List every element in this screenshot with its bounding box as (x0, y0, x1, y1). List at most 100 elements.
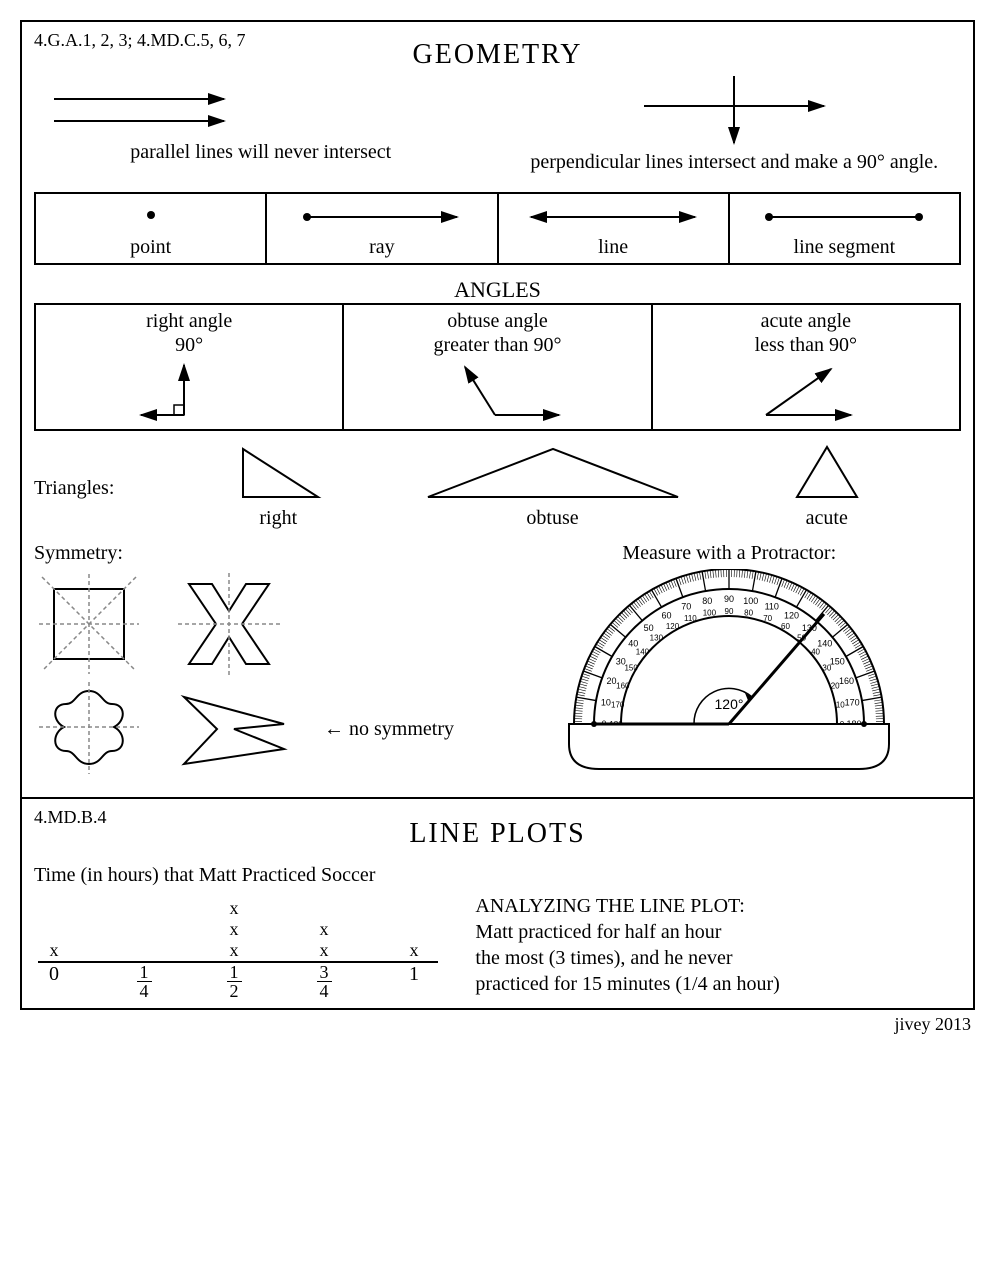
obtuse-angle-title: obtuse angle (348, 309, 646, 333)
obtuse-angle-cell: obtuse angle greater than 90° (344, 305, 652, 429)
svg-text:20: 20 (831, 681, 840, 690)
svg-text:130: 130 (650, 633, 664, 642)
lineplot-column: x (44, 940, 64, 961)
triangles-label: Triangles: (34, 477, 144, 530)
svg-text:90: 90 (724, 594, 734, 604)
perpendicular-block: perpendicular lines intersect and make a… (508, 81, 962, 174)
lineplot-plot-title: Time (in hours) that Matt Practiced Socc… (34, 864, 961, 887)
primitives-row: point ray line (34, 192, 961, 265)
acute-angle-icon (726, 357, 886, 425)
protractor-block: Measure with a Protractor: 0180101702016… (498, 542, 962, 789)
line-label: line (503, 236, 724, 259)
svg-text:80: 80 (703, 596, 713, 606)
svg-text:170: 170 (611, 700, 625, 709)
lineplot-tick: 14 (134, 963, 154, 1000)
svg-text:110: 110 (765, 602, 779, 612)
acute-triangle-cell: acute (693, 437, 962, 530)
ray-label: ray (271, 236, 492, 259)
symmetry-protractor-row: Symmetry: (34, 542, 961, 789)
point-icon (61, 200, 241, 234)
line-icon (513, 200, 713, 234)
right-angle-cell: right angle 90° (36, 305, 344, 429)
svg-text:70: 70 (763, 614, 772, 623)
obtuse-triangle-label: obtuse (413, 507, 693, 530)
square-symmetry-icon (34, 569, 144, 679)
analysis-title: ANALYZING THE LINE PLOT: (475, 893, 961, 919)
svg-text:100: 100 (703, 609, 717, 618)
lineplot-column: xx (314, 919, 334, 961)
segment-label: line segment (734, 236, 955, 259)
right-triangle-icon (218, 437, 338, 507)
segment-cell: line segment (730, 194, 959, 263)
perpendicular-caption: perpendicular lines intersect and make a… (508, 151, 962, 174)
perpendicular-lines-icon (624, 71, 844, 151)
svg-text:160: 160 (839, 676, 854, 686)
svg-text:120: 120 (666, 622, 680, 631)
svg-text:120: 120 (784, 611, 799, 621)
svg-text:70: 70 (681, 602, 691, 612)
point-cell: point (36, 194, 267, 263)
angles-row: right angle 90° obtuse angle greater tha… (34, 303, 961, 431)
obtuse-angle-sub: greater than 90° (348, 333, 646, 357)
parallel-caption: parallel lines will never intersect (34, 141, 488, 164)
angles-title: ANGLES (34, 277, 961, 303)
svg-text:160: 160 (616, 681, 630, 690)
acute-angle-sub: less than 90° (657, 333, 955, 357)
svg-text:10: 10 (601, 697, 611, 707)
right-triangle-cell: right (144, 437, 413, 530)
protractor-label: Measure with a Protractor: (498, 542, 962, 565)
footer-credit: jivey 2013 (16, 1010, 979, 1039)
geometry-section: 4.G.A.1, 2, 3; 4.MD.C.5, 6, 7 GEOMETRY p… (22, 22, 973, 797)
worksheet-page: 4.G.A.1, 2, 3; 4.MD.C.5, 6, 7 GEOMETRY p… (20, 20, 975, 1010)
symmetry-label: Symmetry: (34, 542, 498, 565)
right-triangle-label: right (144, 507, 413, 530)
lineplot-tick: 0 (44, 963, 64, 1000)
flower-symmetry-icon (34, 679, 144, 779)
svg-text:10: 10 (836, 700, 845, 709)
arrow-no-symmetry-icon (169, 679, 299, 779)
segment-icon (744, 200, 944, 234)
lineplot-column: xxx (224, 898, 244, 961)
lineplot-column: x (404, 940, 424, 961)
protractor-angle-value: 120° (715, 696, 744, 712)
svg-text:170: 170 (845, 697, 860, 707)
analysis-line3: practiced for 15 minutes (1/4 an hour) (475, 971, 961, 997)
parallel-lines-icon (34, 81, 254, 141)
analysis-line2: the most (3 times), and he never (475, 945, 961, 971)
acute-angle-cell: acute angle less than 90° (653, 305, 959, 429)
parallel-block: parallel lines will never intersect (34, 81, 488, 174)
right-angle-icon (129, 357, 249, 425)
svg-text:110: 110 (684, 614, 697, 623)
no-symmetry-label: ← no symmetry (324, 718, 454, 741)
symmetry-block: Symmetry: (34, 542, 498, 789)
svg-text:60: 60 (662, 611, 672, 621)
svg-text:60: 60 (781, 622, 790, 631)
acute-triangle-icon (777, 437, 877, 507)
obtuse-angle-icon (417, 357, 577, 425)
right-angle-title: right angle (40, 309, 338, 333)
triangles-row: Triangles: right obtuse acute (34, 437, 961, 530)
point-label: point (40, 236, 261, 259)
acute-angle-title: acute angle (657, 309, 955, 333)
svg-text:140: 140 (636, 647, 650, 656)
x-shape-symmetry-icon (174, 569, 284, 679)
lineplot-tick: 12 (224, 963, 244, 1000)
ray-cell: ray (267, 194, 498, 263)
right-angle-sub: 90° (40, 333, 338, 357)
obtuse-triangle-cell: obtuse (413, 437, 693, 530)
lineplot-tick: 1 (404, 963, 424, 1000)
svg-text:80: 80 (744, 609, 753, 618)
svg-text:90: 90 (725, 607, 734, 616)
svg-text:100: 100 (743, 596, 758, 606)
lineplot-analysis: ANALYZING THE LINE PLOT: Matt practiced … (475, 893, 961, 1000)
svg-text:20: 20 (607, 676, 617, 686)
svg-text:150: 150 (625, 664, 639, 673)
obtuse-triangle-icon (413, 437, 693, 507)
svg-text:50: 50 (644, 623, 654, 633)
line-cell: line (499, 194, 730, 263)
svg-text:30: 30 (823, 664, 832, 673)
svg-text:150: 150 (830, 657, 845, 667)
lineplot-tick: 34 (314, 963, 334, 1000)
lineplot-chart: xxxxxxx 01412341 (34, 893, 475, 1000)
lineplots-section: 4.MD.B.4 LINE PLOTS Time (in hours) that… (22, 799, 973, 1008)
